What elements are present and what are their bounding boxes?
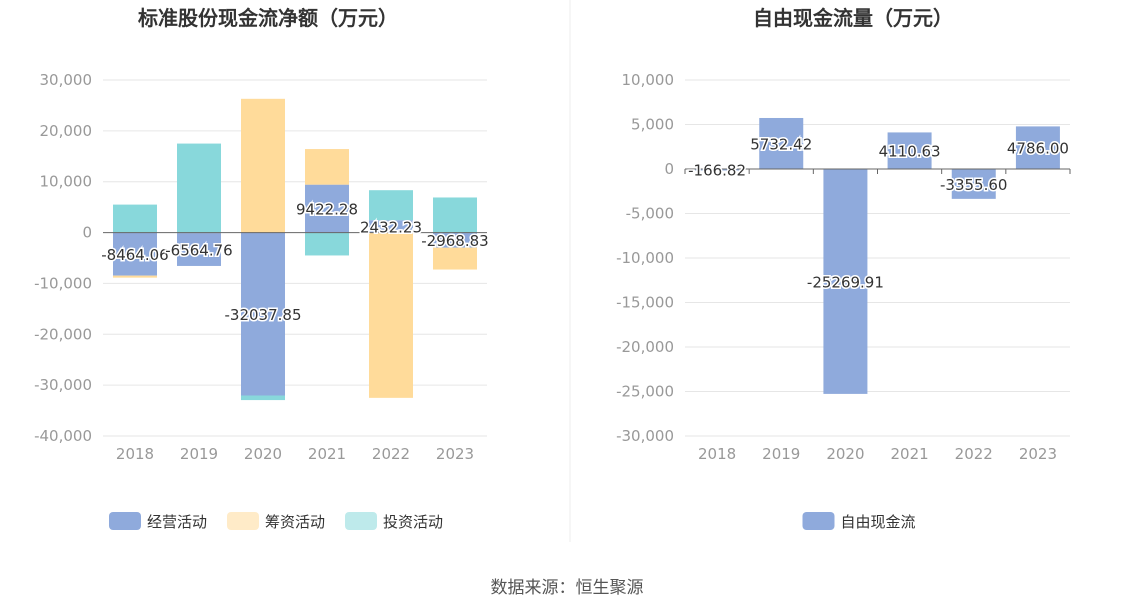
chart1-data-label: 2432.23 [360,218,422,236]
data-source-note: 数据来源：恒生聚源 [490,578,644,598]
chart1-legend-label: 筹资活动 [265,513,325,531]
chart1-bar-3-2021 [305,232,349,256]
chart1-xtick-label: 2023 [436,445,474,463]
chart1-xtick-label: 2020 [244,445,282,463]
chart2-ytick-label: -20,000 [616,338,674,356]
chart2-ytick-label: 5,000 [631,116,674,134]
chart1-ytick-label: 0 [82,224,92,242]
chart2-xtick-label: 2021 [890,445,928,463]
chart2-data-label: -25269.91 [807,273,884,291]
chart1-bar-1-2022 [369,220,413,233]
chart2-ytick-label: -25,000 [616,383,674,401]
chart1-legend-swatch [227,512,259,530]
chart2-xtick-label: 2022 [955,445,993,463]
chart2-legend-label: 自由现金流 [841,513,916,531]
chart1-ytick-label: 30,000 [40,71,93,89]
chart2-data-label: -166.82 [688,162,746,180]
chart1-bar-3-2023 [433,197,477,233]
chart1-data-label: 9422.28 [296,201,358,219]
charts-canvas: 标准股份现金流净额（万元）30,00020,00010,0000-10,000-… [34,0,1071,542]
chart2-ytick-label: 10,000 [622,71,675,89]
chart1-xtick-label: 2021 [308,445,346,463]
chart2-legend-swatch [802,512,835,530]
chart2-xtick-label: 2019 [762,445,800,463]
chart1-bar-2-2021 [305,149,349,185]
chart2-data-label: -3355.60 [940,176,1007,194]
chart1-legend-label: 投资活动 [383,513,443,531]
chart2-xtick-label: 2023 [1019,445,1057,463]
chart1-ytick-label: -10,000 [34,274,92,292]
chart2-data-label: 4786.00 [1007,140,1069,158]
chart1-bar-2-2018 [113,275,157,278]
chart1-bar-2-2020 [241,98,285,233]
chart2-bar-1-2023 [1015,126,1060,169]
chart1-bar-3-2020 [241,395,285,401]
chart1-xtick-label: 2018 [116,445,154,463]
chart1-data-label: -6564.76 [165,241,232,259]
chart1-bar-1-2019 [177,232,221,266]
chart1-bar-1-2018 [113,232,157,276]
chart1-bar-1-2023 [433,232,477,248]
chart2-ytick-label: -10,000 [616,249,674,267]
chart2-data-label: 4110.63 [879,143,941,161]
chart1-bar-1-2020 [241,232,285,396]
chart1-ytick-label: -30,000 [34,376,92,394]
chart2-bar-1-2020 [823,169,868,394]
chart1-xtick-label: 2022 [372,445,410,463]
chart2-ytick-label: 0 [664,160,674,178]
chart1-legend-label: 经营活动 [147,513,207,531]
chart1-ytick-label: 20,000 [40,122,93,140]
chart2-data-label: 5732.42 [750,135,812,153]
chart1-ytick-label: -40,000 [34,427,92,445]
chart1-title: 标准股份现金流净额（万元） [138,6,398,30]
chart1-legend-swatch [109,512,141,530]
chart2-xtick-label: 2020 [826,445,864,463]
chart1-ytick-label: 10,000 [40,173,93,191]
chart1-legend-swatch [345,512,377,530]
chart2-bar-1-2018 [695,169,740,171]
chart2-xtick-label: 2018 [698,445,736,463]
chart2-ytick-label: -15,000 [616,294,674,312]
chart1-data-label: -32037.85 [225,306,302,324]
chart2-title: 自由现金流量（万元） [753,6,953,30]
chart1-data-label: -8464.06 [101,246,168,264]
chart2-ytick-label: -30,000 [616,427,674,445]
chart1-bar-3-2019 [177,143,221,233]
chart2-bar-1-2022 [951,169,996,199]
chart2-ytick-label: -5,000 [626,205,674,223]
chart1-ytick-label: -20,000 [34,325,92,343]
chart1-bar-1-2021 [305,184,349,233]
chart2-bar-1-2019 [759,117,804,169]
chart1-data-label: -2968.83 [421,232,488,250]
chart1-bar-3-2018 [113,204,157,233]
chart1-xtick-label: 2019 [180,445,218,463]
chart1-bar-2-2022 [369,232,413,398]
chart1-bar-3-2022 [369,190,413,221]
chart1-bar-2-2023 [433,247,477,270]
chart2-bar-1-2021 [887,132,932,169]
